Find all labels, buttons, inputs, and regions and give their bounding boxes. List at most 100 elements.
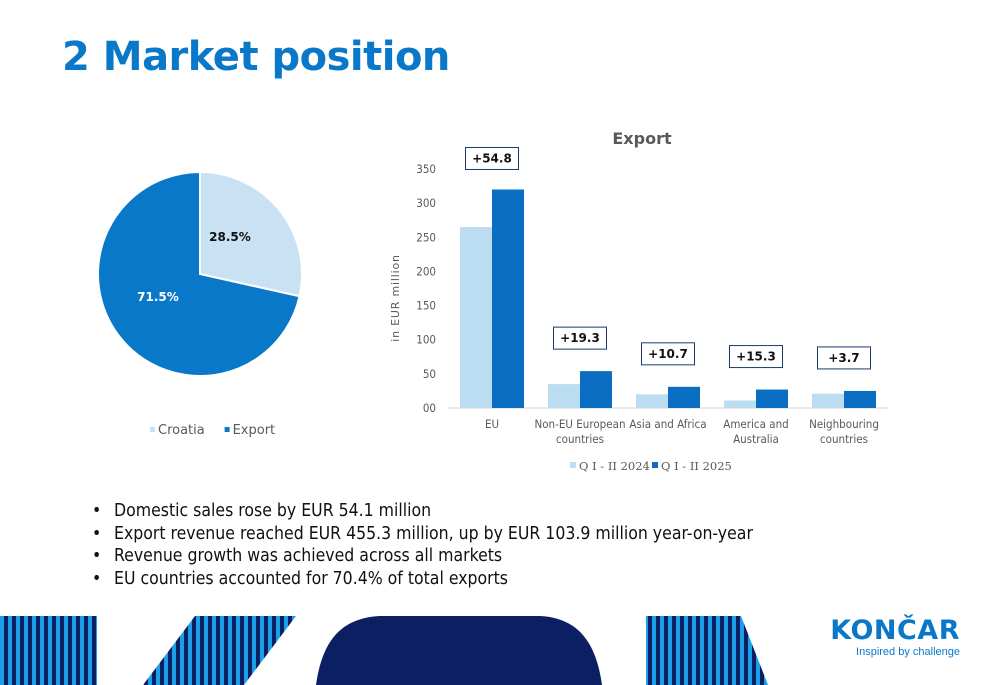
x-tick-label: Non-EU European	[534, 417, 625, 431]
difference-box	[641, 342, 695, 366]
stripe-light	[143, 616, 144, 685]
stripe-dark	[672, 616, 676, 685]
stripe-light	[740, 616, 744, 685]
stripe-light	[284, 616, 288, 685]
stripe-dark	[704, 616, 708, 685]
difference-box	[465, 146, 519, 170]
x-tick-label: Australia	[733, 432, 779, 446]
stripe-light	[244, 616, 248, 685]
stripe-light	[268, 616, 272, 685]
summary-bullets: Domestic sales rose by EUR 54.1 million …	[92, 500, 753, 590]
stripe-dark	[256, 616, 260, 685]
stripe-dark	[100, 612, 104, 685]
stripe-dark	[216, 616, 220, 685]
difference-box	[729, 345, 783, 369]
footer-stripes-right	[646, 616, 768, 685]
stripe-light	[668, 616, 672, 685]
stripe-light	[80, 616, 84, 685]
stripe-dark	[84, 616, 88, 685]
legend-swatch	[652, 462, 658, 468]
bar-2025	[844, 390, 876, 408]
bar-2025	[756, 389, 788, 408]
stripe-dark	[264, 616, 268, 685]
y-tick-label: 300	[416, 196, 436, 210]
stripe-light	[196, 616, 200, 685]
stripe-light	[708, 616, 712, 685]
stripe-dark	[296, 612, 300, 685]
y-tick-label: 50	[423, 367, 436, 381]
stripe-light	[676, 616, 680, 685]
stripe-light	[180, 616, 184, 685]
stripe-dark	[20, 616, 24, 685]
pie-data-label: 71.5%	[137, 290, 179, 304]
difference-box	[817, 346, 871, 370]
stripe-light	[764, 616, 768, 685]
stripe-light	[48, 616, 52, 685]
bar-2024	[460, 227, 492, 408]
stripe-light	[260, 616, 264, 685]
stripe-light	[756, 616, 760, 685]
stripe-dark	[752, 616, 756, 685]
stripe-dark	[688, 616, 692, 685]
y-tick-label: 250	[416, 230, 436, 244]
stripe-dark	[240, 616, 244, 685]
stripe-dark	[760, 616, 764, 685]
stripe-light	[276, 616, 280, 685]
stripe-light	[72, 616, 76, 685]
stripe-light	[228, 616, 232, 685]
stripe-light	[748, 616, 752, 685]
stripe-light	[732, 616, 736, 685]
difference-label: +10.7	[648, 347, 688, 361]
bullet-item: Domestic sales rose by EUR 54.1 million	[92, 500, 753, 523]
footer-stripes-slanted	[143, 612, 300, 685]
stripe-dark	[664, 616, 668, 685]
difference-label: +3.7	[828, 351, 859, 365]
pie-slice-export	[97, 170, 301, 377]
stripe-dark	[184, 616, 188, 685]
difference-label: +19.3	[560, 331, 600, 345]
stripe-dark	[712, 616, 716, 685]
koncar-logo: KONČAR Inspired by challenge	[818, 616, 960, 659]
stripe-light	[172, 616, 176, 685]
stripe-light	[724, 616, 728, 685]
bullet-item: Revenue growth was achieved across all m…	[92, 545, 753, 568]
bar-2024	[548, 384, 580, 408]
bullet-item: Export revenue reached EUR 455.3 million…	[92, 523, 753, 546]
stripe-light	[24, 616, 28, 685]
legend-entry: Croatia	[158, 423, 205, 438]
y-axis-label: in EUR million	[389, 254, 402, 342]
stripe-light	[32, 616, 36, 685]
stripe-light	[148, 616, 152, 685]
stripe-light	[156, 616, 160, 685]
stripe-dark	[160, 616, 164, 685]
stripe-dark	[728, 616, 732, 685]
x-tick-label: Neighbouring	[809, 417, 879, 431]
stripe-light	[212, 616, 216, 685]
y-tick-label: 350	[416, 162, 436, 176]
stripe-light	[652, 616, 656, 685]
x-tick-label: countries	[556, 432, 604, 446]
stripe-light	[700, 616, 704, 685]
stripe-dark	[52, 616, 56, 685]
stripe-dark	[44, 616, 48, 685]
stripe-dark	[648, 616, 652, 685]
export-bar-chart: Export in EUR million 00 50 100 150 200 250 300 3…	[389, 129, 888, 473]
stripe-dark	[28, 616, 32, 685]
stripe-light	[88, 616, 92, 685]
stripe-dark	[224, 616, 228, 685]
bar-2025	[580, 371, 612, 408]
footer-decoration	[0, 612, 768, 685]
stripe-dark	[68, 616, 72, 685]
pie-data-label: 28.5%	[209, 230, 251, 244]
stripe-dark	[92, 616, 96, 685]
x-tick-label: EU	[485, 417, 499, 431]
stripe-light	[252, 616, 256, 685]
bullet-item: EU countries accounted for 70.4% of tota…	[92, 568, 753, 591]
legend-entry: Q I - II 2024	[579, 459, 650, 473]
stripe-light	[660, 616, 664, 685]
stripe-dark	[76, 616, 80, 685]
stripe-light	[64, 616, 68, 685]
stripe-light	[684, 616, 688, 685]
stripe-dark	[60, 616, 64, 685]
stripe-light	[16, 616, 20, 685]
